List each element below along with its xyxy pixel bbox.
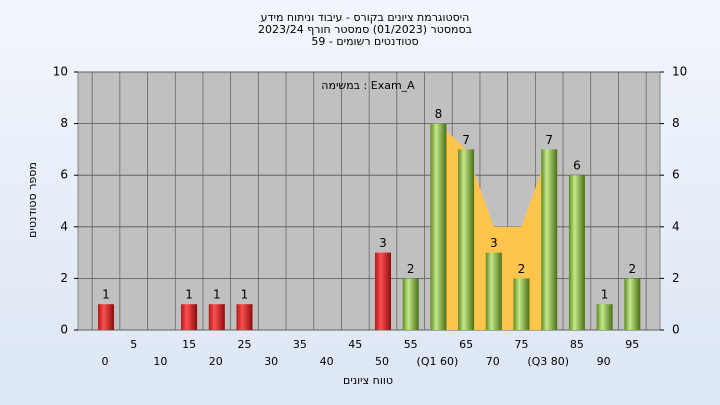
bar — [513, 278, 530, 330]
chart-subtitle: בסמסטר (01/2023) סמסטר חורף 2023/24 — [258, 23, 472, 36]
chart-title: היסטוגרמת ציונים בקורס - עיבוד וניתוח מי… — [261, 11, 470, 24]
x-tick-label: 30 — [264, 355, 278, 368]
data-label: 8 — [435, 107, 443, 121]
bar — [458, 149, 475, 330]
x-tick-label: (Q1 60) — [417, 355, 459, 368]
x-tick-label: 50 — [375, 355, 389, 368]
x-tick-label: (Q3 80) — [527, 355, 569, 368]
bar — [236, 304, 253, 330]
data-label: 7 — [545, 133, 553, 147]
data-label: 6 — [573, 159, 581, 173]
data-label: 1 — [185, 288, 193, 302]
x-tick-label: 45 — [348, 338, 362, 351]
y2-tick-label: 10 — [672, 65, 687, 79]
x-tick-label: 5 — [130, 338, 137, 351]
data-label: 2 — [518, 262, 526, 276]
x-tick-label: 20 — [209, 355, 223, 368]
bar — [430, 123, 447, 330]
x-tick-label: 25 — [238, 338, 252, 351]
data-label: 1 — [102, 288, 110, 302]
x-tick-label: 55 — [404, 338, 418, 351]
bar — [596, 304, 613, 330]
x-tick-label: 75 — [515, 338, 529, 351]
bar — [568, 175, 585, 330]
bar — [541, 149, 558, 330]
y-tick-label: 8 — [60, 116, 68, 130]
x-tick-label: 95 — [625, 338, 639, 351]
y2-tick-label: 0 — [672, 323, 680, 337]
data-label: 1 — [601, 288, 609, 302]
x-tick-label: 10 — [153, 355, 167, 368]
bar — [624, 278, 641, 330]
data-label: 1 — [213, 288, 221, 302]
data-label: 2 — [407, 262, 415, 276]
y-tick-label: 4 — [60, 219, 68, 233]
x-tick-label: 65 — [459, 338, 473, 351]
y-tick-label: 6 — [60, 168, 68, 182]
y2-tick-label: 6 — [672, 168, 680, 182]
y-axis-label: מספר סטודנטים — [26, 162, 39, 238]
x-tick-label: 0 — [102, 355, 109, 368]
x-tick-label: 40 — [320, 355, 334, 368]
y-tick-label: 2 — [60, 271, 68, 285]
x-tick-label: 85 — [570, 338, 584, 351]
data-label: 7 — [462, 133, 470, 147]
y-tick-label: 10 — [53, 65, 68, 79]
chart-subtitle: סטודנטים רשומים - 59 — [311, 35, 418, 48]
bar — [402, 278, 419, 330]
y2-tick-label: 8 — [672, 116, 680, 130]
x-tick-label: 90 — [597, 355, 611, 368]
x-axis-label: טווח ציונים — [343, 374, 393, 387]
bar — [375, 252, 391, 330]
x-tick-label: 15 — [182, 338, 196, 351]
y-tick-label: 0 — [60, 323, 68, 337]
data-label: 2 — [628, 262, 636, 276]
data-label: 3 — [379, 236, 387, 250]
y2-tick-label: 2 — [672, 271, 680, 285]
bar — [181, 304, 198, 330]
bar — [485, 252, 502, 330]
bar — [208, 304, 225, 330]
bar — [98, 304, 114, 330]
x-tick-label: 35 — [293, 338, 307, 351]
data-label: 3 — [490, 236, 498, 250]
x-tick-label: 70 — [486, 355, 500, 368]
annotation: במשימה : Exam_A — [321, 79, 415, 92]
data-label: 1 — [241, 288, 249, 302]
y2-tick-label: 4 — [672, 219, 680, 233]
